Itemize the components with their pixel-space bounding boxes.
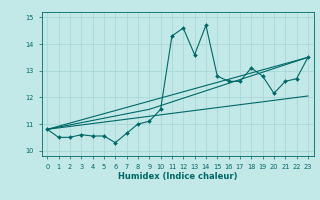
X-axis label: Humidex (Indice chaleur): Humidex (Indice chaleur) (118, 172, 237, 181)
